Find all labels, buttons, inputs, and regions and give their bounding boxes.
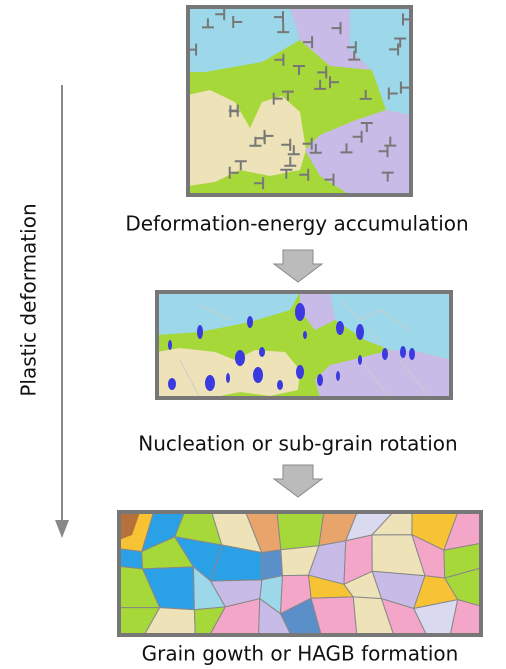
- nucleus: [277, 380, 283, 390]
- panel-3: [119, 512, 481, 635]
- grain: [277, 512, 324, 550]
- nucleus: [226, 373, 230, 383]
- nucleus: [358, 355, 362, 365]
- nucleus: [197, 325, 203, 339]
- nucleus: [356, 324, 364, 340]
- nucleus: [259, 347, 265, 357]
- nucleus: [235, 350, 245, 366]
- nucleus: [336, 321, 344, 335]
- down-arrow: [274, 250, 322, 282]
- nucleus: [382, 348, 388, 360]
- nucleus: [253, 367, 263, 383]
- side-label: Plastic deformation: [17, 203, 41, 396]
- nucleus: [317, 374, 323, 386]
- nucleus: [303, 331, 307, 339]
- stage-label: Deformation-energy accumulation: [125, 212, 468, 236]
- nucleus: [409, 348, 415, 360]
- grain: [262, 550, 283, 580]
- nucleus: [336, 371, 340, 381]
- diagram: Plastic deformation Deformation-energy a…: [0, 0, 506, 669]
- nucleus: [168, 340, 172, 350]
- panel-2: [157, 292, 451, 398]
- nucleus: [296, 365, 304, 379]
- nucleus: [400, 346, 406, 358]
- nucleus: [247, 316, 253, 328]
- panel-1: [187, 7, 412, 195]
- stage-label: Nucleation or sub-grain rotation: [138, 432, 457, 456]
- grain: [119, 549, 143, 569]
- down-arrow: [274, 465, 322, 497]
- stage-label: Grain gowth or HAGB formation: [142, 642, 459, 666]
- nucleus: [168, 378, 176, 390]
- nucleus: [295, 303, 305, 321]
- nucleus: [205, 375, 215, 391]
- side-arrow-head: [55, 520, 69, 538]
